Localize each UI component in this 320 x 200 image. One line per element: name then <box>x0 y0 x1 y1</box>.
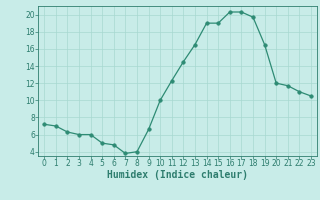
X-axis label: Humidex (Indice chaleur): Humidex (Indice chaleur) <box>107 170 248 180</box>
